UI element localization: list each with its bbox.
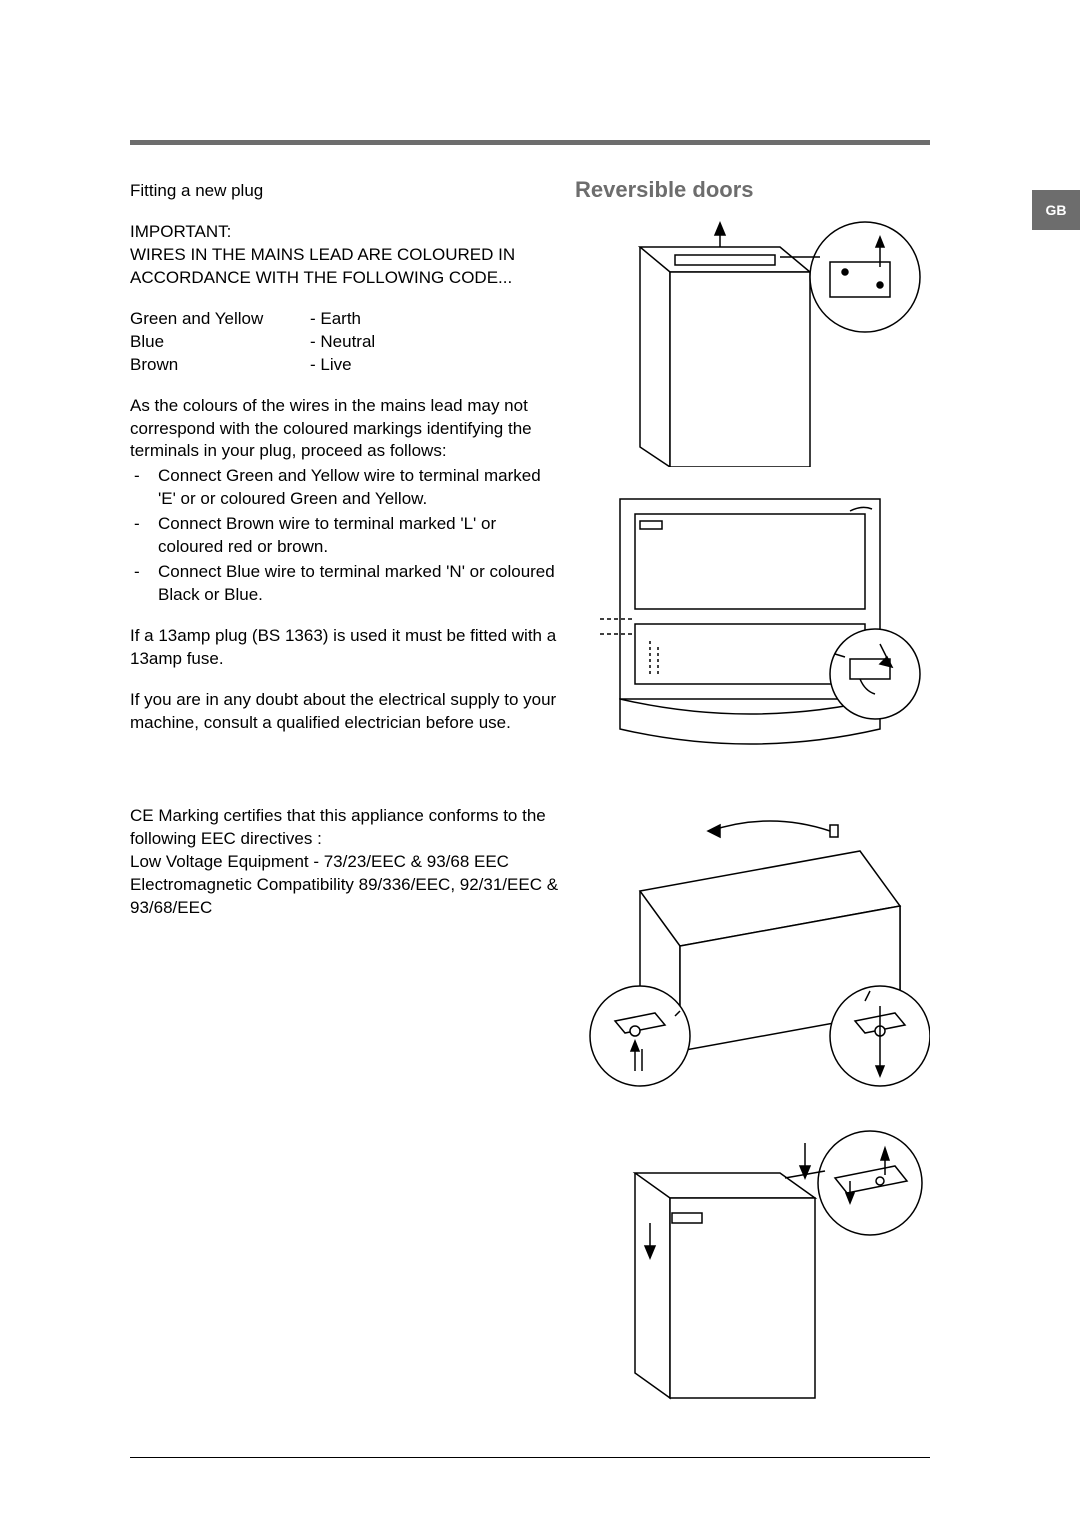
fuse-para: If a 13amp plug (BS 1363) is used it mus… — [130, 625, 560, 671]
wire-row: Blue - Neutral — [130, 331, 560, 354]
right-column: Reversible doors — [575, 175, 935, 1413]
wire-name: Green and Yellow — [130, 308, 310, 331]
instruction-item: Connect Brown wire to terminal marked 'L… — [130, 513, 560, 559]
instruction-item: Connect Blue wire to terminal marked 'N'… — [130, 561, 560, 607]
wire-meaning: - Earth — [310, 308, 361, 331]
diagram-middle-hinge — [580, 479, 930, 799]
instruction-item: Connect Green and Yellow wire to termina… — [130, 465, 560, 511]
language-tab-label: GB — [1046, 201, 1067, 220]
diagram-reassembly — [580, 1123, 930, 1413]
important-label: IMPORTANT: — [130, 221, 560, 244]
fitting-heading: Fitting a new plug — [130, 180, 560, 203]
left-column: Fitting a new plug IMPORTANT: WIRES IN T… — [130, 180, 560, 919]
wire-name: Brown — [130, 354, 310, 377]
diagram-top-hinge — [580, 217, 930, 467]
wire-name: Blue — [130, 331, 310, 354]
wire-row: Green and Yellow - Earth — [130, 308, 560, 331]
instruction-list: Connect Green and Yellow wire to termina… — [130, 465, 560, 607]
wire-color-table: Green and Yellow - Earth Blue - Neutral … — [130, 308, 560, 377]
wires-notice-line2: ACCORDANCE WITH THE FOLLOWING CODE... — [130, 267, 560, 290]
top-divider — [130, 140, 930, 145]
diagram-stack — [575, 217, 935, 1413]
ce-para: CE Marking certifies that this appliance… — [130, 805, 560, 920]
wire-meaning: - Live — [310, 354, 352, 377]
reversible-doors-title: Reversible doors — [575, 175, 935, 205]
diagram-bottom-hinge — [580, 811, 930, 1111]
intro-para: As the colours of the wires in the mains… — [130, 395, 560, 464]
doubt-para: If you are in any doubt about the electr… — [130, 689, 560, 735]
language-tab: GB — [1032, 190, 1080, 230]
wire-row: Brown - Live — [130, 354, 560, 377]
wires-notice-line1: WIRES IN THE MAINS LEAD ARE COLOURED IN — [130, 244, 560, 267]
bottom-divider — [130, 1457, 930, 1458]
wire-meaning: - Neutral — [310, 331, 375, 354]
